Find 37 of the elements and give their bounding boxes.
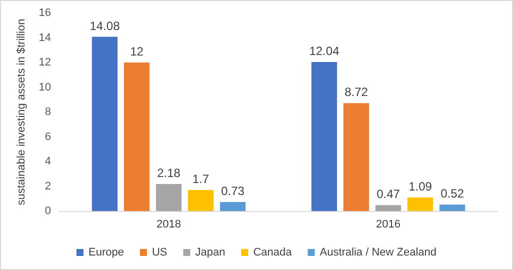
bar <box>92 36 118 211</box>
bar <box>311 62 338 211</box>
y-tick-label: 16 <box>38 7 51 19</box>
bar <box>124 62 150 211</box>
data-label: 0.73 <box>221 184 245 198</box>
x-tick-label: 2016 <box>376 218 400 230</box>
data-label: 0.52 <box>440 186 464 201</box>
bar <box>407 198 434 211</box>
legend-label: Europe <box>88 246 124 258</box>
bar <box>343 103 370 211</box>
data-label: 12 <box>130 44 144 58</box>
y-tick-label: 6 <box>44 130 51 143</box>
legend-label: US <box>152 246 168 258</box>
y-tick-label: 12 <box>38 56 51 68</box>
y-tick-label: 8 <box>44 106 51 118</box>
y-axis-title: sustainable investing assets in $trillion <box>15 18 28 206</box>
data-label: 8.72 <box>344 85 368 100</box>
bar <box>220 202 246 211</box>
legend-label: Japan <box>195 246 226 258</box>
y-tick-label: 0 <box>44 205 51 217</box>
bar <box>188 190 214 211</box>
data-label: 2.18 <box>157 166 181 180</box>
y-tick-label: 14 <box>38 32 51 44</box>
x-tick-label: 2018 <box>156 218 181 230</box>
data-label: 14.08 <box>90 18 120 33</box>
bar <box>439 204 466 211</box>
y-tick-label: 10 <box>38 81 51 94</box>
y-tick-label: 4 <box>44 156 51 168</box>
data-label: 1.7 <box>192 172 210 186</box>
legend-label: Australia / New Zealand <box>320 246 437 258</box>
bar <box>156 184 182 211</box>
bar <box>375 205 402 211</box>
data-label: 12.04 <box>309 44 340 58</box>
data-label: 0.47 <box>376 187 400 202</box>
legend-label: Canada <box>253 246 293 258</box>
data-label: 1.09 <box>408 180 432 194</box>
y-tick-label: 2 <box>44 180 51 192</box>
